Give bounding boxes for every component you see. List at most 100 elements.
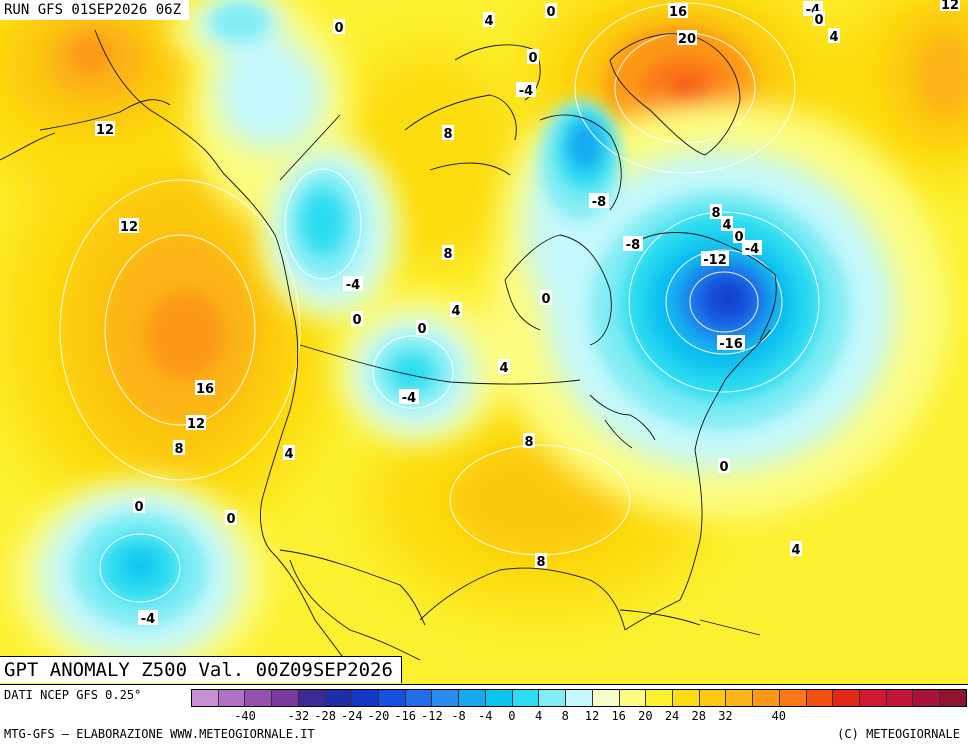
- contour-label: 8: [536, 555, 545, 570]
- legend-tick-label: -28: [314, 709, 336, 723]
- contour-label: -16: [719, 337, 743, 352]
- legend-tick-label: -20: [367, 709, 390, 723]
- legend-swatch: [726, 690, 754, 706]
- legend-swatch: [672, 690, 700, 706]
- legend-swatch: [512, 690, 540, 706]
- contour-label-bg: [173, 440, 185, 455]
- contour-label: 4: [722, 218, 731, 233]
- contour-label-bg: [498, 359, 510, 374]
- contour-label-bg: [623, 236, 643, 251]
- contour-label: 0: [546, 5, 555, 20]
- contour-label-bg: [828, 28, 840, 43]
- legend-tick-label: -32: [287, 709, 310, 723]
- legend-swatch: [619, 690, 647, 706]
- color-legend: [191, 689, 967, 707]
- contour-label-bg: [545, 3, 557, 18]
- legend-tick-label: -8: [451, 709, 466, 723]
- contour-label: 0: [352, 313, 361, 328]
- contour-label: 4: [829, 30, 838, 45]
- contour-label-bg: [668, 3, 688, 18]
- anomaly-map: 0 4 0 16 -4 0 12 4 20 0 -4 12 8 -8 8 4 0 -4 -8 12 8 -12 -4 0 4 0 0…: [0, 0, 968, 684]
- contour-label-bg: [540, 290, 552, 305]
- contour-label-bg: [717, 335, 745, 350]
- footer: DATI NCEP GFS 0.25° -40 -32 -28 -24 -20 -16 -1…: [0, 684, 968, 746]
- contour-label-bg: [677, 30, 697, 45]
- contour-label-bg: [186, 415, 206, 430]
- contour-label: 0: [417, 322, 426, 337]
- legend-swatch: [779, 690, 807, 706]
- contour-label: 16: [196, 382, 214, 397]
- legend-tick-label: -12: [421, 709, 443, 723]
- legend-swatch: [272, 690, 299, 706]
- legend-tick-label: 28: [691, 709, 706, 723]
- contour-label-bg: [813, 11, 825, 26]
- contour-label: 0: [528, 51, 537, 66]
- legend-swatch: [833, 690, 860, 706]
- contour-label-bg: [450, 302, 462, 317]
- coastlines: [0, 29, 777, 681]
- legend-tick-label: -4: [478, 709, 493, 723]
- contour-label-bg: [351, 311, 363, 326]
- contour-label-bg: [710, 204, 722, 219]
- contour-label: 4: [284, 447, 293, 462]
- contour-label: 0: [334, 21, 343, 36]
- contour-label-bg: [195, 380, 215, 395]
- legend-swatch: [245, 690, 273, 706]
- contour-label: -8: [592, 195, 606, 210]
- contour-label-bg: [718, 458, 730, 473]
- contour-label-bg: [416, 320, 428, 335]
- contour-label: 20: [678, 32, 696, 47]
- contour-label-bg: [225, 510, 237, 525]
- legend-tick-label: 20: [638, 709, 653, 723]
- legend-swatch: [352, 690, 380, 706]
- legend-tick-label: 24: [664, 709, 680, 723]
- legend-swatch: [940, 690, 966, 706]
- contour-label-bg: [516, 82, 536, 97]
- contour-label-bg: [523, 433, 535, 448]
- contour-label: 8: [443, 127, 452, 142]
- contour-label: 0: [814, 13, 823, 28]
- contour-label: 4: [791, 543, 800, 558]
- run-info: RUN GFS 01SEP2026 06Z: [0, 0, 190, 20]
- contour-label-bg: [119, 218, 139, 233]
- legend-tick-label: -16: [394, 709, 417, 723]
- legend-swatch: [405, 690, 433, 706]
- contour-label: -8: [626, 238, 640, 253]
- legend-tick-label: 12: [584, 709, 600, 723]
- contour-label: -4: [141, 612, 155, 627]
- contour-label: 0: [226, 512, 235, 527]
- contour-label-bg: [333, 19, 345, 34]
- contour-label-bg: [790, 541, 802, 556]
- contour-label: 8: [524, 435, 533, 450]
- contour-label: 12: [96, 123, 114, 138]
- legend-swatch: [913, 690, 941, 706]
- credit-right: (C) METEOGIORNALE: [837, 727, 960, 741]
- contour-label: 8: [711, 206, 720, 221]
- contour-label-bg: [721, 216, 733, 231]
- legend-swatch: [592, 690, 620, 706]
- contour-label-bg: [940, 0, 960, 11]
- legend-tick-label: -24: [340, 709, 363, 723]
- contour-label: 8: [174, 442, 183, 457]
- legend-swatch: [218, 690, 246, 706]
- contour-label-bg: [133, 498, 145, 513]
- credit-left: MTG-GFS — ELABORAZIONE WWW.METEOGIORNALE…: [4, 727, 315, 741]
- contour-label-bg: [95, 121, 115, 136]
- contour-label: 4: [499, 361, 508, 376]
- contour-label: 12: [187, 417, 205, 432]
- contour-label-bg: [399, 389, 419, 404]
- contour-label-bg: [343, 276, 363, 291]
- contour-label-bg: [742, 240, 762, 255]
- contour-label: 12: [941, 0, 959, 13]
- contour-label-bg: [733, 228, 745, 243]
- contour-label-bg: [483, 12, 495, 27]
- contour-label: 0: [719, 460, 728, 475]
- legend-swatch: [699, 690, 727, 706]
- map-title: GPT ANOMALY Z500 Val. 00Z09SEP2026: [0, 656, 402, 683]
- contour-label-bg: [138, 610, 158, 625]
- legend-swatch: [325, 690, 353, 706]
- legend-tick-label: 40: [771, 709, 787, 723]
- legend-swatch: [192, 690, 219, 706]
